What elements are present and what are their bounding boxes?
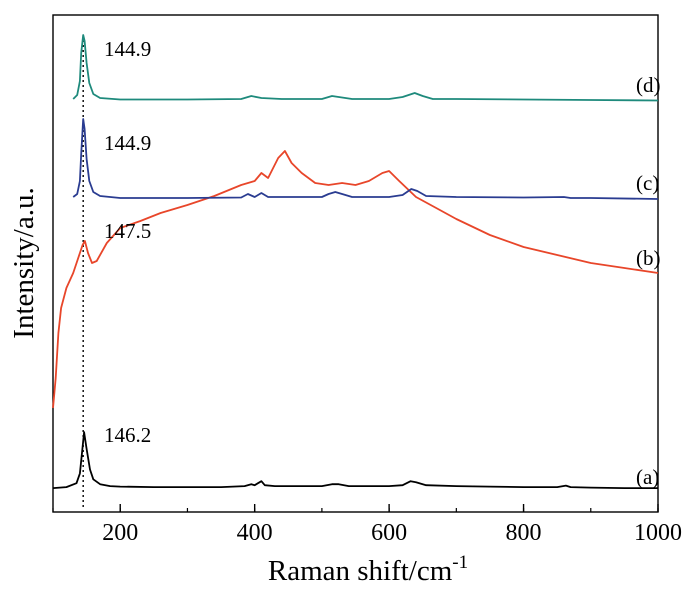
series-line-a — [52, 431, 658, 489]
peak-label-c: 144.9 — [104, 131, 151, 155]
series-layer — [52, 34, 659, 489]
peak-label-b: 147.5 — [104, 219, 151, 243]
x-tick-label: 600 — [371, 520, 407, 546]
x-axis-title: Raman shift/cm-1 — [268, 552, 468, 587]
x-tick-label: 200 — [102, 520, 138, 546]
x-tick-label: 800 — [506, 520, 542, 546]
peak-label-d: 144.9 — [104, 37, 151, 61]
x-axis-title-main: Raman shift/cm — [268, 555, 453, 587]
peak-label-a: 146.2 — [104, 423, 151, 447]
series-line-c — [72, 118, 659, 200]
series-line-b — [52, 150, 659, 409]
axes: 200 400 600 800 1000 — [52, 14, 682, 546]
y-axis-title: Intensity/a.u. — [8, 187, 40, 338]
x-tick-label: 1000 — [634, 520, 682, 546]
x-tick-label: 400 — [237, 520, 273, 546]
annotation-layer: (a) 146.2 (b) 147.5 (c) 144.9 (d) 144.9 — [104, 37, 661, 489]
series-line-d — [72, 34, 659, 102]
plot-frame — [52, 14, 659, 513]
series-label-a: (a) — [636, 465, 659, 489]
series-label-d: (d) — [636, 73, 661, 97]
series-label-b: (b) — [636, 246, 661, 270]
x-axis-title-superscript: -1 — [452, 552, 468, 573]
series-label-c: (c) — [636, 171, 659, 195]
